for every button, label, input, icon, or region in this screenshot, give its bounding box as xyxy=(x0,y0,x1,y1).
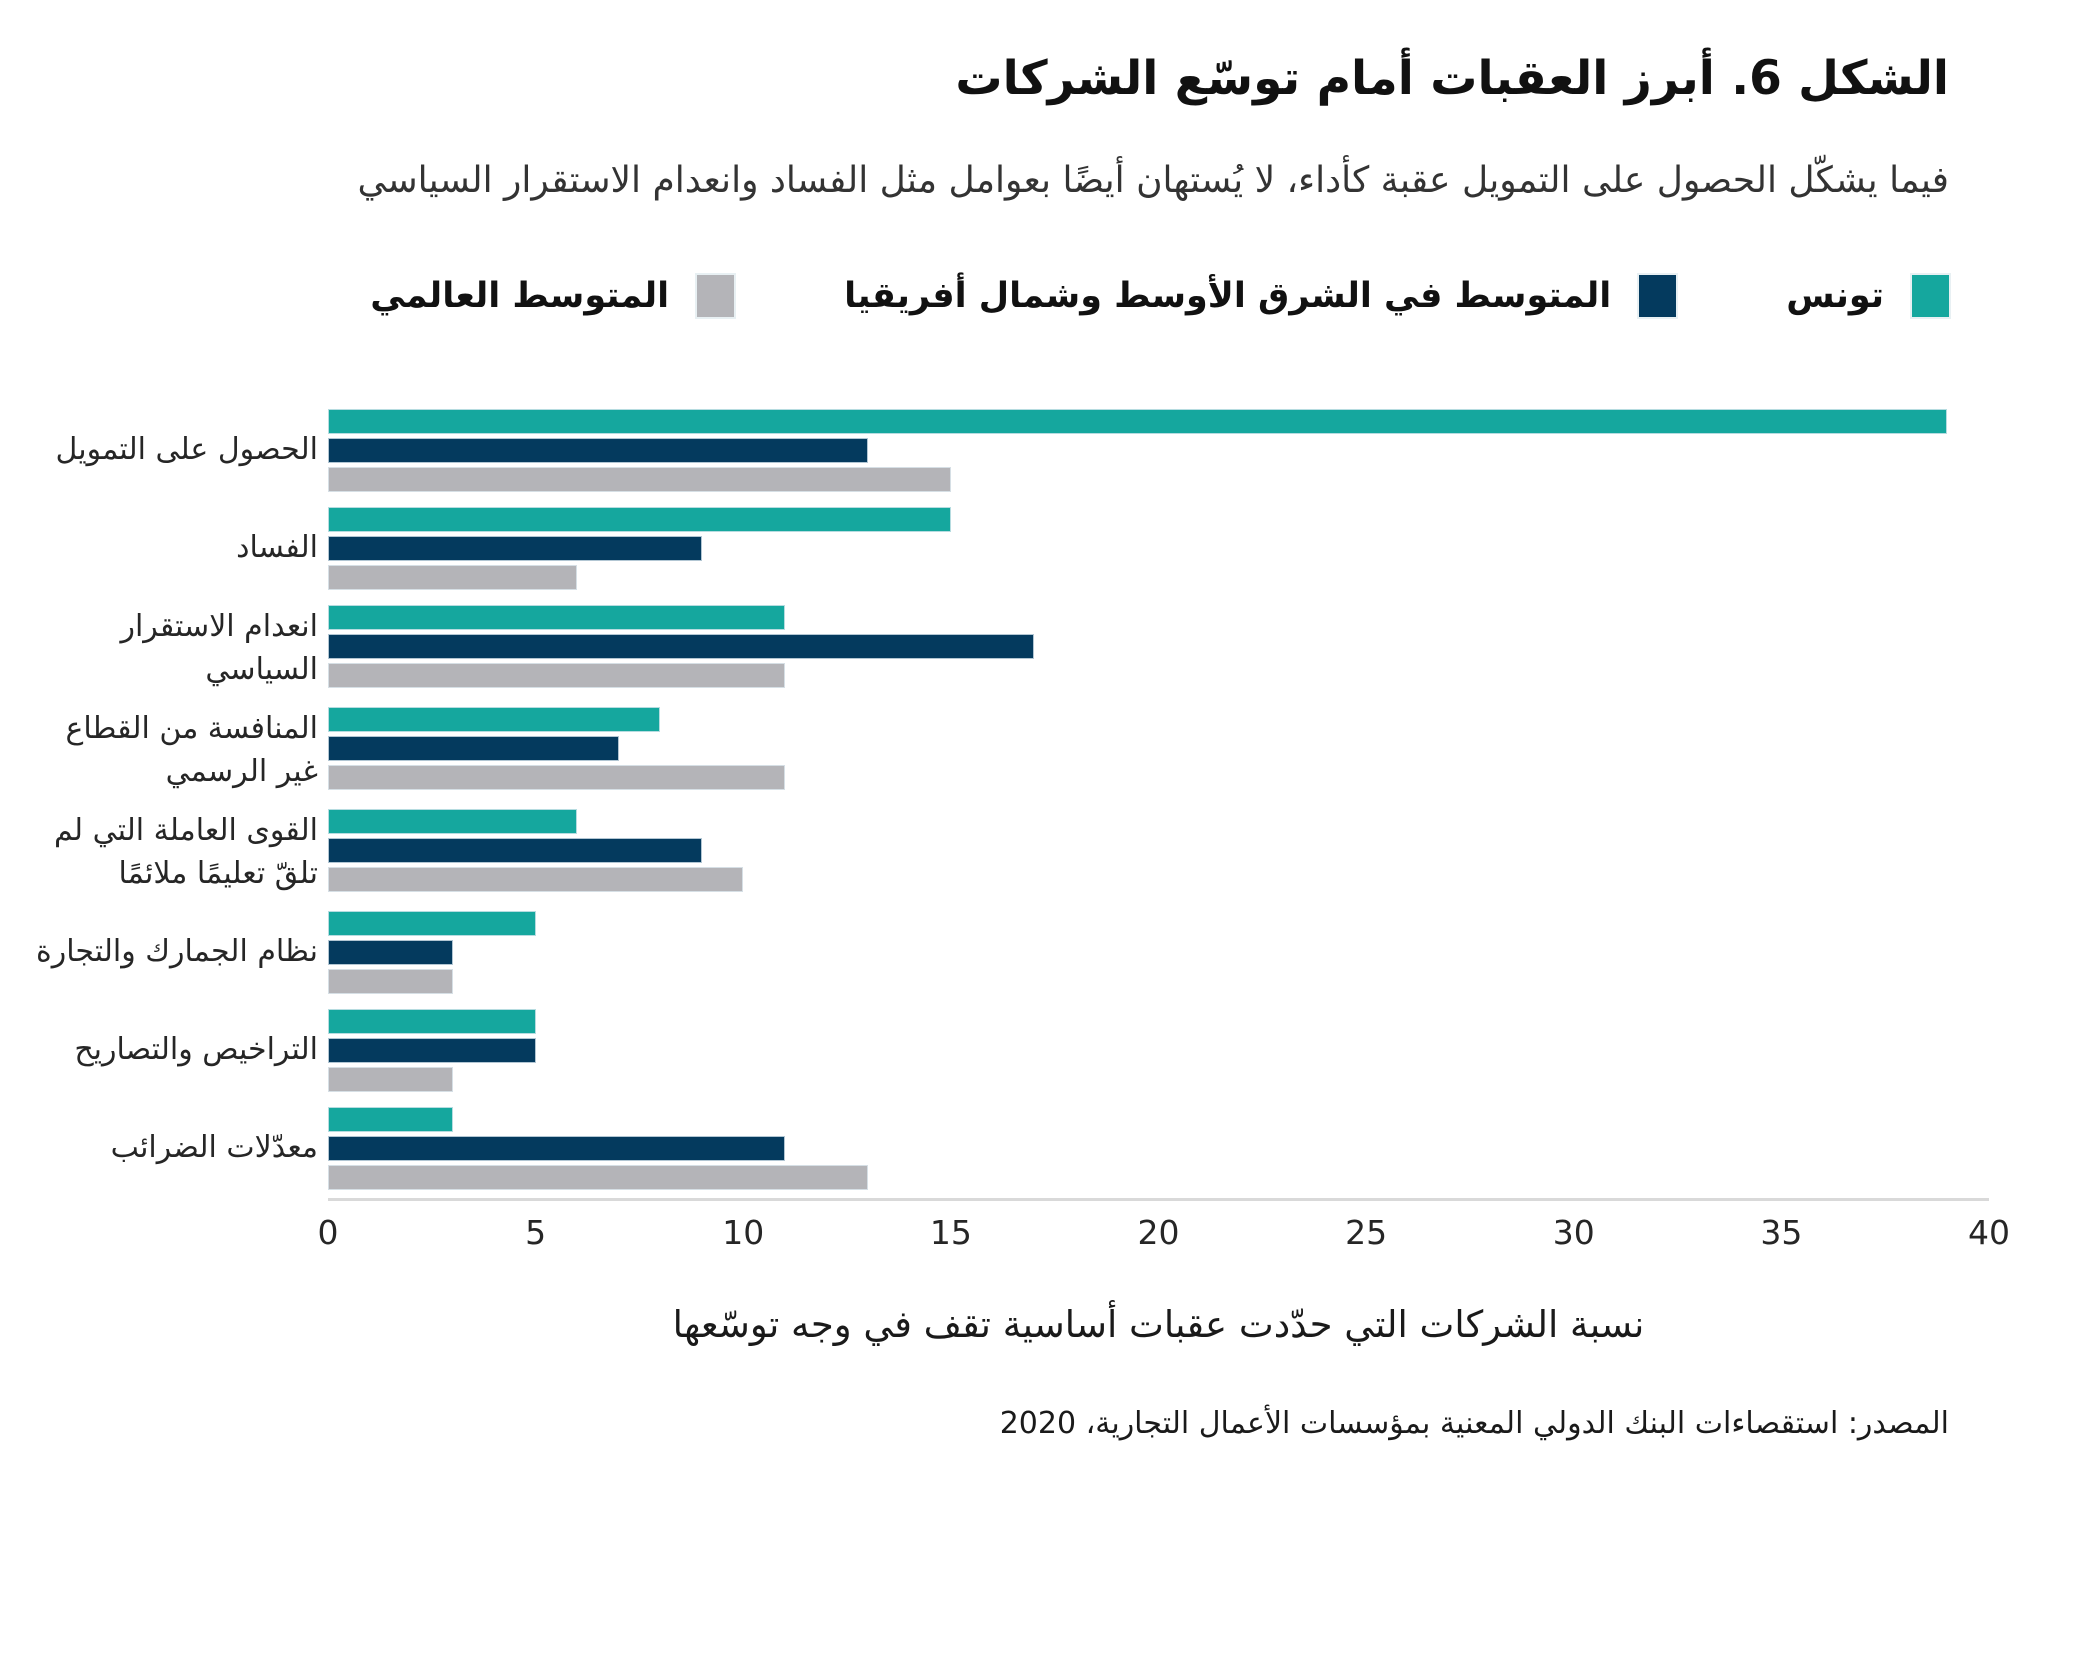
x-axis-label: نسبة الشركات التي حدّدت عقبات أساسية تقف… xyxy=(672,1302,1645,1346)
x-tick-label: 15 xyxy=(929,1212,972,1252)
x-tick-label: 10 xyxy=(722,1212,765,1252)
category-group: المنافسة من القطاع غير الرسمي xyxy=(30,706,1989,794)
bar-group xyxy=(328,910,1989,994)
category-label: الفساد xyxy=(236,530,318,566)
x-tick-label: 20 xyxy=(1137,1212,1180,1252)
bar-world-average xyxy=(328,968,453,994)
category-label: القوى العاملة التي لم تلقّ تعليمًا ملائم… xyxy=(53,812,318,892)
category-group: الحصول على التمويل xyxy=(30,408,1989,492)
plot-groups: الحصول على التمويل الفساد انعدام الاستقرار… xyxy=(30,408,1989,1190)
bar-world-average xyxy=(328,866,744,892)
bar-mena-average xyxy=(328,1135,785,1161)
bar-group xyxy=(328,1008,1989,1092)
legend-label-mena-average: المتوسط في الشرق الأوسط وشمال أفريقيا xyxy=(844,275,1612,316)
legend-label-world-average: المتوسط العالمي xyxy=(370,275,670,316)
bar-world-average xyxy=(328,1066,453,1092)
category-label: معدّلات الضرائب xyxy=(110,1130,318,1166)
legend-item-mena-average: المتوسط في الشرق الأوسط وشمال أفريقيا xyxy=(844,274,1677,317)
category-group: الفساد xyxy=(30,506,1989,590)
bar-tunisia xyxy=(328,910,536,936)
bar-tunisia xyxy=(328,408,1948,434)
bar-group xyxy=(328,408,1989,492)
bar-tunisia xyxy=(328,1106,453,1132)
bar-mena-average xyxy=(328,633,1034,659)
bar-mena-average xyxy=(328,837,702,863)
category-group: التراخيص والتصاريح xyxy=(30,1008,1989,1092)
bar-world-average xyxy=(328,662,785,688)
x-axis-ticks: 0 5 10 15 20 25 30 35 40 xyxy=(318,1212,2011,1259)
bar-mena-average xyxy=(328,735,619,761)
x-tick-label: 25 xyxy=(1345,1212,1388,1252)
legend-item-tunisia: تونس xyxy=(1786,274,1949,317)
x-tick-label: 0 xyxy=(317,1212,339,1252)
bar-tunisia xyxy=(328,506,951,532)
category-label: المنافسة من القطاع غير الرسمي xyxy=(65,710,318,790)
bar-tunisia xyxy=(328,604,785,630)
x-tick-label: 5 xyxy=(525,1212,547,1252)
bar-tunisia xyxy=(328,808,578,834)
legend-swatch-tunisia xyxy=(1912,274,1949,317)
bar-mena-average xyxy=(328,437,868,463)
legend-swatch-mena-average xyxy=(1639,274,1677,317)
x-axis-baseline xyxy=(328,1197,1989,1201)
legend-swatch-world-average xyxy=(697,274,735,317)
x-tick-label: 40 xyxy=(1968,1212,2010,1252)
bar-world-average xyxy=(328,466,951,492)
bar-group xyxy=(328,506,1989,590)
bar-group xyxy=(328,706,1989,794)
bar-group xyxy=(328,604,1989,692)
category-group: القوى العاملة التي لم تلقّ تعليمًا ملائم… xyxy=(30,808,1989,896)
bar-tunisia xyxy=(328,706,661,732)
legend-item-world-average: المتوسط العالمي xyxy=(370,274,735,317)
category-label: انعدام الاستقرار السياسي xyxy=(120,608,318,688)
category-label: التراخيص والتصاريح xyxy=(74,1032,318,1068)
bar-group xyxy=(328,1106,1989,1190)
bar-mena-average xyxy=(328,939,453,965)
bar-chart: الحصول على التمويل الفساد انعدام الاستقرار… xyxy=(30,408,2011,1346)
figure-subtitle: فيما يشكّل الحصول على التمويل عقبة كأداء… xyxy=(357,159,1950,201)
bar-world-average xyxy=(328,564,578,590)
source-note: المصدر: استقصاءات البنك الدولي المعنية ب… xyxy=(999,1405,1949,1441)
category-group: معدّلات الضرائب xyxy=(30,1106,1989,1190)
bar-world-average xyxy=(328,764,785,790)
figure-title: الشكل 6. أبرز العقبات أمام توسّع الشركات xyxy=(955,51,1949,106)
x-axis xyxy=(30,1197,1989,1201)
bar-world-average xyxy=(328,1164,868,1190)
legend: تونس المتوسط في الشرق الأوسط وشمال أفريق… xyxy=(30,274,1949,317)
x-tick-label: 30 xyxy=(1552,1212,1595,1252)
category-group: نظام الجمارك والتجارة xyxy=(30,910,1989,994)
bar-group xyxy=(328,808,1989,896)
legend-label-tunisia: تونس xyxy=(1786,275,1884,316)
bar-tunisia xyxy=(328,1008,536,1034)
x-tick-label: 35 xyxy=(1760,1212,1803,1252)
category-label: الحصول على التمويل xyxy=(55,432,319,468)
category-label: نظام الجمارك والتجارة xyxy=(35,934,318,970)
category-group: انعدام الاستقرار السياسي xyxy=(30,604,1989,692)
bar-mena-average xyxy=(328,1037,536,1063)
bar-mena-average xyxy=(328,535,702,561)
